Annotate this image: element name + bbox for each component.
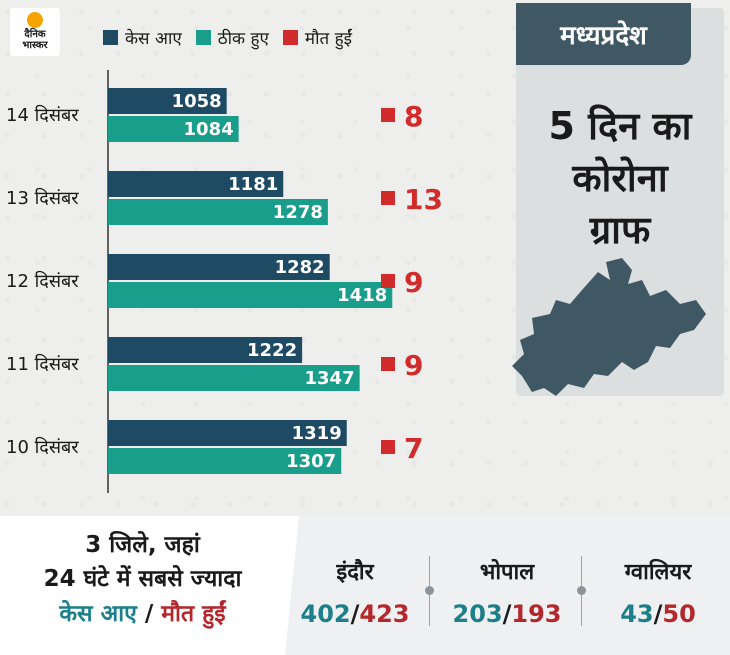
category-label: 13 दिसंबर	[6, 187, 79, 209]
legend-label-recovered: ठीक हुए	[217, 29, 269, 49]
district-slash: /	[502, 600, 512, 628]
district-slash: /	[350, 600, 360, 628]
district-values: 402/423	[285, 600, 425, 628]
legend-item-cases: केस आए	[103, 26, 182, 49]
bar-cases	[108, 254, 330, 280]
marker-deaths	[381, 357, 395, 371]
legend-swatch-cases	[103, 30, 118, 45]
legend-label-cases: केस आए	[125, 29, 182, 49]
legend-swatch-recovered	[195, 30, 211, 45]
district-name: ग्वालियर	[624, 560, 692, 585]
caption-line3: केस आए / मौत हुईं	[0, 596, 285, 632]
district-cases: 203	[452, 600, 503, 628]
legend-item-recovered: ठीक हुए	[195, 26, 269, 49]
chart-title: 5 दिन का कोरोना ग्राफ	[516, 100, 724, 256]
bottom-panel: 3 जिले, जहां 24 घंटे में सबसे ज्यादा केस…	[0, 516, 730, 655]
district-values: 43/50	[588, 600, 728, 628]
district-deaths: 50	[662, 600, 696, 628]
district-name: इंदौर	[336, 560, 374, 585]
data-label-deaths: 8	[404, 100, 423, 133]
bar-cases	[108, 88, 227, 114]
madhya-pradesh-map-icon	[512, 258, 706, 396]
marker-deaths	[381, 440, 395, 454]
district-deaths: 423	[359, 600, 410, 628]
data-label-deaths: 7	[404, 432, 423, 465]
category-label: 12 दिसंबर	[6, 270, 79, 292]
district-stats: इंदौर 402/423 भोपाल 203/193 ग्वालियर 43/…	[285, 516, 730, 655]
bar-recovered	[108, 448, 342, 474]
data-label-deaths: 13	[404, 183, 443, 216]
district-slash: /	[653, 600, 663, 628]
marker-deaths	[381, 191, 395, 205]
divider	[577, 556, 586, 626]
legend-swatch-deaths	[282, 30, 298, 45]
data-label-recovered: 1347	[305, 368, 355, 389]
bar-recovered	[108, 365, 360, 391]
district-values: 203/193	[437, 600, 577, 628]
data-label-recovered: 1084	[184, 119, 234, 140]
divider	[425, 556, 434, 626]
sun-icon	[27, 12, 43, 28]
category-label: 10 दिसंबर	[6, 436, 79, 458]
title-line2: कोरोना	[572, 156, 668, 200]
district-bhopal: भोपाल 203/193	[437, 556, 577, 628]
data-label-recovered: 1278	[273, 202, 323, 223]
caption-line1: 3 जिले, जहां	[85, 532, 200, 558]
caption-sep: /	[136, 601, 162, 627]
legend-item-deaths: मौत हुईं	[282, 26, 352, 49]
caption-cases: केस आए	[59, 601, 137, 627]
logo-line1: दैनिक	[24, 29, 46, 40]
region-label: मध्यप्रदेश	[516, 3, 691, 65]
data-label-cases: 1058	[172, 91, 222, 112]
marker-deaths	[381, 274, 395, 288]
data-label-deaths: 9	[404, 266, 423, 299]
data-label-recovered: 1418	[337, 285, 387, 306]
district-cases: 43	[620, 600, 654, 628]
category-label: 14 दिसंबर	[6, 104, 79, 126]
bar-cases	[108, 420, 347, 446]
district-cases: 402	[300, 600, 351, 628]
bar-cases	[108, 337, 303, 363]
title-line3: ग्राफ	[589, 208, 651, 252]
bar-cases	[108, 171, 284, 197]
data-label-recovered: 1307	[286, 451, 336, 472]
legend: केस आए ठीक हुए मौत हुईं	[103, 26, 352, 49]
caption-deaths: मौत हुईं	[161, 601, 226, 627]
dainik-bhaskar-logo: दैनिक भास्कर	[10, 8, 60, 56]
data-label-cases: 1181	[228, 174, 278, 195]
data-label-cases: 1319	[292, 423, 342, 444]
district-indore: इंदौर 402/423	[285, 556, 425, 628]
data-label-cases: 1282	[275, 257, 325, 278]
category-label: 11 दिसंबर	[6, 353, 79, 375]
bar-recovered	[108, 199, 328, 225]
bar-chart: 14 दिसंबर 1058 1084 8 13 दिसंबर 1181 1278 13 12 …	[6, 70, 443, 493]
bar-recovered	[108, 282, 393, 308]
caption-line2: 24 घंटे में सबसे ज्यादा	[43, 566, 242, 592]
legend-label-deaths: मौत हुईं	[304, 29, 352, 49]
marker-deaths	[381, 108, 395, 122]
district-deaths: 193	[511, 600, 562, 628]
district-gwalior: ग्वालियर 43/50	[588, 556, 728, 628]
title-line1: 5 दिन का	[548, 104, 692, 148]
data-label-cases: 1222	[247, 340, 297, 361]
bar-recovered	[108, 116, 239, 142]
data-label-deaths: 9	[404, 349, 423, 382]
district-name: भोपाल	[479, 560, 535, 585]
logo-line2: भास्कर	[22, 40, 48, 51]
top-districts-caption: 3 जिले, जहां 24 घंटे में सबसे ज्यादा केस…	[0, 516, 285, 655]
